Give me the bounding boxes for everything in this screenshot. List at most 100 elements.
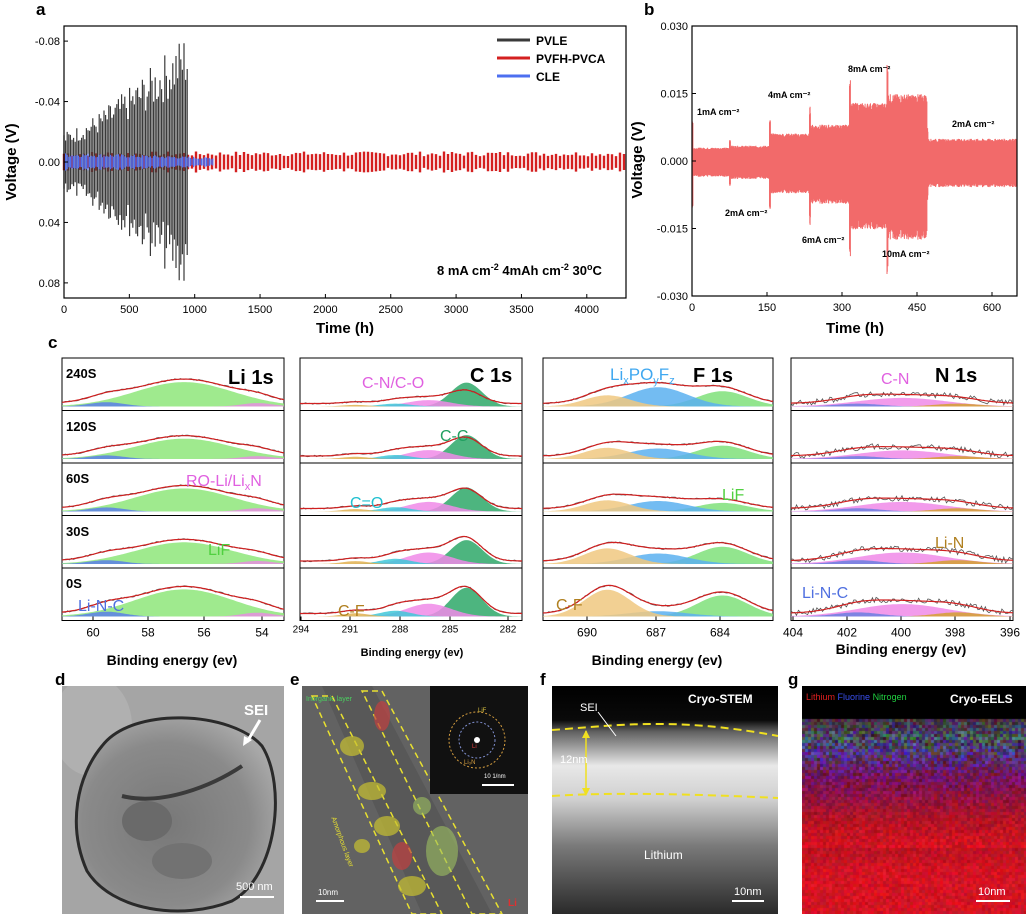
- xps-envelope: [790, 446, 1014, 457]
- xps-peak: [300, 435, 522, 459]
- xps-peak: [791, 456, 1013, 459]
- xps-xtick-label: 56: [197, 626, 211, 640]
- xps-peak: [791, 403, 1013, 407]
- xps-envelope: [542, 541, 774, 562]
- panel-label-b: b: [644, 0, 655, 19]
- chart-a-ylabel: Voltage (V): [3, 123, 20, 200]
- legend-pvle: PVLE: [536, 34, 567, 48]
- hrtem-image-e: Inorganic layer Amorphous layer LiF Li L…: [302, 686, 528, 914]
- xps-row-120s: 120S: [66, 419, 97, 434]
- xps-peak: [300, 487, 522, 512]
- chart-b-ylabel: Voltage (V): [630, 121, 646, 198]
- xps-envelope: [542, 493, 774, 509]
- inset-label-lif: LiF: [478, 708, 487, 714]
- xps-envelope: [542, 440, 774, 457]
- ytick-label-b: -0.015: [657, 224, 688, 236]
- xps-xtick-label: 396: [1000, 626, 1020, 640]
- cryo-stem-image: Cryo-STEM SEI 12nm Lithium 10nm: [552, 686, 778, 914]
- xps-xtick-label: 404: [783, 626, 803, 640]
- rate-label: 2mA cm⁻²: [725, 208, 767, 218]
- xps-peak: [543, 589, 773, 617]
- scale-label-e: 10nm: [318, 888, 339, 897]
- xps-xtick-label: 282: [500, 625, 517, 636]
- xtick-label-b: 600: [983, 302, 1001, 314]
- xps-peak: [62, 560, 284, 564]
- eels-legend: Lithium Fluorine Nitrogen: [806, 692, 907, 702]
- stem-gradient: [552, 686, 778, 914]
- ytick-label-a: 0.00: [39, 157, 60, 169]
- xtick-label-a: 0: [61, 304, 67, 316]
- ytick-label-a: 0.08: [39, 278, 60, 290]
- xps-xtick-label: 291: [342, 625, 359, 636]
- label-lixpoyfz: LixPOyFz: [610, 365, 675, 387]
- rate-label: 1mA cm⁻²: [697, 107, 739, 117]
- xps-peak: [300, 455, 522, 459]
- panel-label-g: g: [788, 670, 799, 689]
- xps-peak: [300, 540, 522, 564]
- xps-envelope: [300, 535, 523, 562]
- xps-xtick-label: 684: [710, 626, 730, 640]
- ytick-label-b: -0.030: [657, 291, 688, 303]
- xps-envelope: [61, 378, 285, 403]
- xps-envelope: [300, 389, 522, 405]
- rate-label: 2mA cm⁻²: [952, 119, 994, 129]
- xtick-label-a: 3500: [509, 304, 533, 316]
- label-ro-li: RO-Li/LixN: [186, 473, 262, 493]
- xps-peak: [62, 560, 284, 564]
- xtick-label-a: 3000: [444, 304, 468, 316]
- scale-bar-e: [316, 900, 344, 902]
- ytick-label-b: 0.015: [660, 89, 688, 101]
- label-lif-f: LiF: [722, 487, 744, 504]
- ytick-label-b: 0.030: [660, 21, 688, 33]
- n1s-xlabel: Binding energy (ev): [836, 641, 967, 657]
- label-c-f-f: C-F: [556, 597, 583, 614]
- xtick-label-a: 4000: [575, 304, 599, 316]
- panel-label-e: e: [290, 670, 300, 689]
- xps-cell: [542, 567, 774, 621]
- cryo-eels-map: Lithium Fluorine Nitrogen Cryo-EELS 10nm: [802, 686, 1026, 914]
- lithium-label-f: Lithium: [644, 848, 683, 862]
- chart-a-annotation: 8 mA cm-2 4mAh cm-2 30oC: [437, 262, 602, 278]
- xps-envelope: [542, 382, 774, 404]
- eels-nitrogen-label: Nitrogen: [872, 692, 907, 702]
- panel-label-d: d: [55, 670, 66, 689]
- xps-peak: [62, 382, 284, 407]
- xps-envelope: [300, 487, 522, 510]
- xps-xtick-label: 288: [392, 625, 409, 636]
- xps-xtick-label: 398: [945, 626, 965, 640]
- c1s-title: C 1s: [470, 365, 512, 387]
- scale-label-f: 10nm: [734, 886, 762, 898]
- xps-peak: [543, 553, 773, 564]
- xps-peak: [791, 508, 1013, 512]
- voltage-cycling-chart: 0 500 1000 1500 2000 2500 3000 3500 4000 -0.08 -0.…: [3, 25, 627, 337]
- xps-peak: [543, 502, 773, 512]
- xps-peak: [62, 507, 284, 512]
- xps-envelope: [790, 599, 1014, 614]
- scale-bar-f: [732, 900, 764, 902]
- xtick-label-a: 2500: [379, 304, 403, 316]
- chart-b-ticks: 0 150 300 450 600 0.030 0.015 0.000 -0.015 -0.030: [657, 21, 1001, 314]
- xps-peak: [543, 448, 773, 459]
- xps-peak: [543, 445, 773, 459]
- xps-peak: [543, 501, 773, 512]
- xps-envelope: [790, 393, 1014, 404]
- xps-peak: [300, 552, 522, 564]
- chart-a-ticks: 0 500 1000 1500 2000 2500 3000 3500 4000 -0.08 -0.…: [35, 36, 599, 316]
- chart-b-xlabel: Time (h): [826, 320, 884, 337]
- chart-a-legend: PVLE PVFH-PVCA CLE: [497, 34, 606, 84]
- li1s-xlabel: Binding energy (ev): [107, 652, 238, 668]
- xtick-label-b: 450: [908, 302, 926, 314]
- xps-peak: [791, 560, 1013, 564]
- xps-xtick-label: 54: [255, 626, 269, 640]
- xps-peak: [62, 589, 284, 617]
- xps-envelope: [542, 584, 774, 614]
- c1s-xlabel: Binding energy (ev): [361, 647, 464, 659]
- xtick-label-a: 1000: [182, 304, 206, 316]
- xps-peak: [543, 391, 773, 407]
- label-cn-co: C-N/C-O: [362, 375, 424, 392]
- xtick-label-a: 2000: [313, 304, 337, 316]
- series-pvfh-pvca: [62, 151, 626, 173]
- eels-fluorine-label: Fluorine: [837, 692, 871, 702]
- xps-peak: [300, 613, 522, 617]
- xps-raw: [790, 391, 1014, 407]
